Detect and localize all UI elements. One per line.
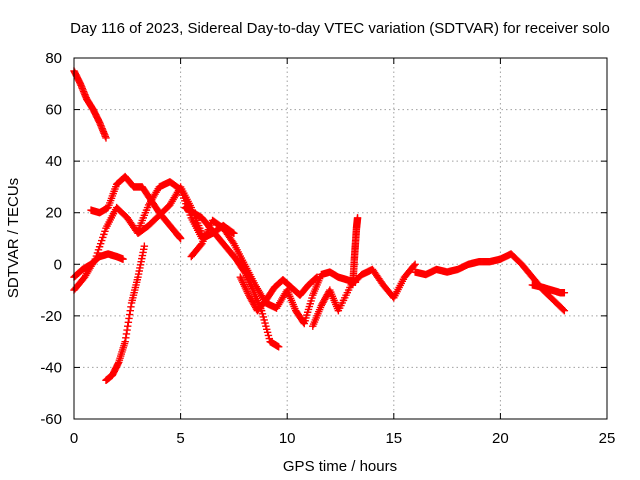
y-tick-label: 60 [45,102,62,119]
series-late-band [411,250,569,315]
plus-marker [260,316,268,324]
x-tick-label: 15 [385,430,402,447]
axis-ticks: 0 5 10 15 20 25 -60 -40 -20 0 20 40 60 80 [40,50,615,447]
plus-marker [119,255,127,263]
plus-marker [101,227,109,235]
plus-marker [230,229,238,238]
plus-marker [301,317,309,325]
series-arc-c [134,178,238,243]
plus-marker [263,325,271,333]
plus-marker [302,314,310,322]
plus-marker [263,328,272,337]
plus-marker [229,228,237,237]
plus-marker [176,185,185,194]
plus-marker [261,319,269,327]
plus-marker [353,214,362,222]
series-spike [349,214,362,281]
series-low-rise [102,242,149,385]
chart-title: Day 116 of 2023, Sidereal Day-to-day VTE… [70,20,610,37]
plus-marker [264,331,273,340]
x-tick-label: 25 [599,430,616,447]
plus-marker [304,305,313,314]
plus-marker [95,243,104,251]
plus-marker [96,239,105,248]
plus-marker [307,297,315,305]
x-tick-label: 5 [176,430,184,447]
plus-marker [410,261,418,270]
plus-marker [308,294,316,302]
series-early-low [70,250,127,281]
plus-marker [181,197,189,205]
y-tick-label: 80 [45,50,62,67]
x-tick-label: 20 [492,430,509,447]
plus-marker [274,343,283,351]
plus-marker [179,191,187,199]
y-tick-label: 0 [54,256,62,273]
series-mid-cluster [309,260,419,330]
plus-marker [306,300,314,308]
series-arc-f [236,273,321,315]
y-tick-label: 40 [45,153,62,170]
plus-marker [177,188,186,197]
x-tick-label: 0 [70,430,78,447]
plus-marker [303,308,312,316]
plus-marker [305,302,314,311]
plus-marker [560,307,569,315]
plus-marker [262,322,270,330]
y-tick-label: -40 [40,359,62,376]
x-axis-label: GPS time / hours [283,458,397,475]
plus-marker [99,233,107,242]
plus-marker [180,194,188,202]
y-axis-label: SDTVAR / TECUs [5,178,22,298]
plus-marker [559,305,567,314]
plus-marker [259,313,268,321]
plus-marker [303,311,311,319]
y-tick-label: -60 [40,411,62,428]
plot-frame [73,57,608,420]
data-series [70,67,569,385]
series-high-start [70,67,110,142]
grid [74,58,607,419]
plus-marker [560,288,569,297]
plus-marker [258,310,267,318]
x-tick-label: 10 [279,430,296,447]
plus-marker [98,236,106,245]
y-tick-label: 20 [45,205,62,222]
series-arc-b [87,172,185,243]
plus-marker [300,319,308,328]
plus-marker [100,230,108,239]
plus-marker [102,134,110,142]
y-tick-label: -20 [40,308,62,325]
plus-marker [94,246,103,254]
plus-marker [140,242,149,250]
plus-marker [176,234,185,243]
plus-marker [411,260,419,268]
series-arc-e [187,216,291,312]
series-late-tail [528,281,569,297]
